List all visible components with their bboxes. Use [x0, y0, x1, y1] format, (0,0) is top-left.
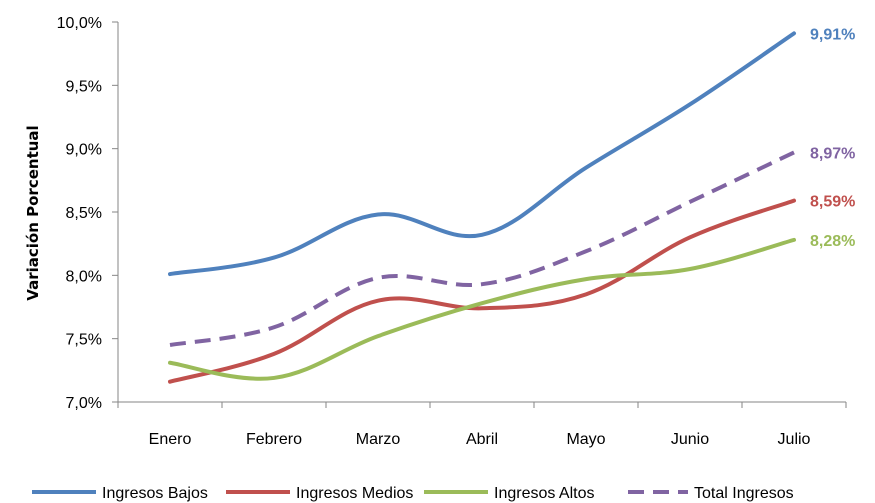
- legend-label: Total Ingresos: [694, 485, 794, 502]
- y-tick-label: 8,5%: [66, 205, 102, 222]
- y-tick-label: 9,5%: [66, 78, 102, 95]
- y-tick-label: 7,0%: [66, 395, 102, 412]
- x-tick-label: Mayo: [566, 431, 605, 448]
- series-line-total-ingresos: [169, 150, 795, 347]
- y-tick-label: 7,5%: [66, 332, 102, 349]
- x-tick-label: Julio: [778, 431, 811, 448]
- end-value-label: 8,97%: [810, 145, 855, 162]
- series-line-ingresos-altos: [168, 237, 796, 381]
- legend-label: Ingresos Medios: [296, 485, 413, 502]
- chart-legend: Ingresos Bajos Ingresos Medios Ingresos Al…: [32, 485, 794, 502]
- y-tick-label: 9,0%: [66, 142, 102, 159]
- series-line-ingresos-medios: [168, 198, 796, 384]
- y-axis-title: Variación Porcentual: [24, 125, 42, 300]
- legend-label: Ingresos Bajos: [102, 485, 208, 502]
- y-tick-label: 8,0%: [66, 268, 102, 285]
- series-line-ingresos-bajos: [168, 31, 796, 277]
- x-tick-label: Abril: [466, 431, 498, 448]
- legend-label: Ingresos Altos: [494, 485, 595, 502]
- end-value-label: 8,59%: [810, 194, 855, 211]
- x-tick-label: Junio: [671, 431, 709, 448]
- x-tick-label: Febrero: [246, 431, 302, 448]
- x-tick-label: Marzo: [356, 431, 401, 448]
- chart-axes: 7,0% 7,5% 8,0% 8,5% 9,0% 9,5% 10,0% Enero Febrer…: [57, 15, 847, 448]
- chart-series: [168, 31, 796, 384]
- chart-end-labels: 9,91% 8,59% 8,28% 8,97%: [810, 26, 855, 249]
- end-value-label: 9,91%: [810, 26, 855, 43]
- x-tick-label: Enero: [149, 431, 192, 448]
- end-value-label: 8,28%: [810, 233, 855, 250]
- y-tick-label: 10,0%: [57, 15, 102, 32]
